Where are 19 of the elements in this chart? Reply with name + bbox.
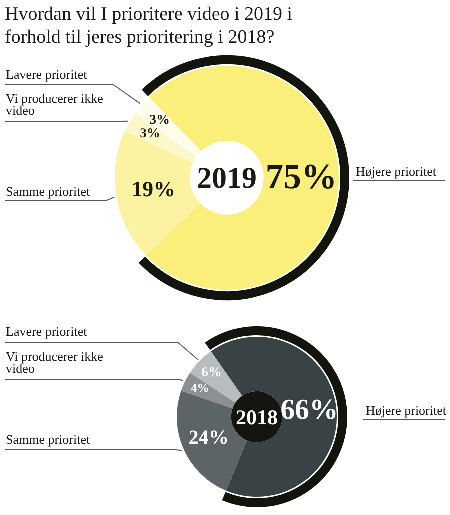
data-label: 3%	[140, 126, 160, 141]
text: 2019	[197, 162, 257, 195]
slice-label: Samme prioritet	[6, 432, 91, 447]
data-label: 66%	[280, 394, 338, 426]
data-label: 4%	[191, 381, 210, 396]
text: 2018	[236, 405, 278, 430]
slice-label: Højere prioritet	[356, 164, 437, 179]
chart-title: Hvordan vil I prioritere video i 2019 i forhold til jeres prioritering i 2018?	[5, 3, 294, 49]
slice-label: Vi producerer ikke video	[6, 349, 104, 376]
data-label: 75%	[266, 156, 338, 197]
slice-label: Lavere prioritet	[6, 324, 88, 339]
data-label: 24%	[188, 426, 229, 449]
data-label: 6%	[202, 364, 222, 380]
data-label: 3%	[150, 112, 170, 127]
slice-label: Vi producerer ikke video	[6, 91, 104, 118]
slice-label: Samme prioritet	[6, 184, 91, 199]
slice-label: Højere prioritet	[366, 403, 447, 418]
data-label: 19%	[132, 176, 176, 202]
slice-label: Lavere prioritet	[6, 67, 88, 82]
